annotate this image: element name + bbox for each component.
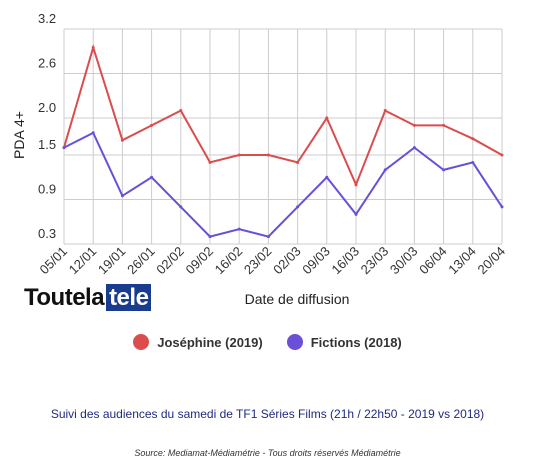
data-point <box>179 109 183 113</box>
legend-swatch-josephine <box>133 334 150 350</box>
data-point <box>296 160 300 164</box>
data-point <box>150 175 154 179</box>
x-tick-label: 20/04 <box>475 244 509 278</box>
legend-label-josephine: Joséphine (2019) <box>157 334 263 350</box>
y-tick-label: 0.9 <box>38 182 56 197</box>
y-tick-label: 2.6 <box>38 55 56 70</box>
x-tick-label: 09/02 <box>183 244 217 278</box>
legend-label-fictions: Fictions (2018) <box>310 334 402 350</box>
data-point <box>266 153 270 157</box>
x-tick-label: 23/02 <box>241 244 275 278</box>
data-point <box>91 131 95 135</box>
series-line-1 <box>63 131 503 238</box>
data-point <box>325 175 329 179</box>
data-point <box>208 235 212 239</box>
data-point <box>500 205 504 209</box>
data-point <box>442 168 446 172</box>
x-tick-label: 16/03 <box>329 244 363 278</box>
data-point <box>179 205 183 209</box>
source-note: Source: Mediamat-Médiamétrie - Tous droi… <box>134 448 401 458</box>
x-tick-label: 02/03 <box>270 244 304 278</box>
data-point <box>120 194 124 198</box>
x-tick-label: 19/01 <box>95 244 129 278</box>
series-lines <box>62 44 504 239</box>
data-point <box>442 123 446 127</box>
data-point <box>266 235 270 239</box>
data-point <box>383 168 387 172</box>
x-tick-label: 05/01 <box>37 244 71 278</box>
legend-item-josephine: Joséphine (2019) <box>133 334 263 350</box>
x-tick-label: 26/01 <box>124 244 158 278</box>
legend-item-fictions: Fictions (2018) <box>286 334 402 350</box>
x-tick-label: 16/02 <box>212 244 246 278</box>
toutelatele-logo: Toutela tele <box>24 284 152 312</box>
x-tick-label: 23/03 <box>358 244 392 278</box>
series-line-0 <box>63 44 503 188</box>
x-tick-label: 06/04 <box>416 244 450 278</box>
x-axis-title: Date de diffusion <box>245 291 350 307</box>
data-point <box>354 212 358 216</box>
data-point <box>471 160 475 164</box>
data-point <box>237 227 241 231</box>
y-tick-labels: 0.3 0.9 1.5 2.0 2.6 3.2 <box>38 11 56 241</box>
y-tick-label: 2.0 <box>38 100 56 115</box>
data-point <box>412 146 416 150</box>
x-tick-label: 09/03 <box>299 244 333 278</box>
data-point <box>354 183 358 187</box>
x-tick-label: 12/01 <box>66 244 100 278</box>
y-tick-label: 3.2 <box>38 11 56 26</box>
data-point <box>471 137 475 141</box>
chart-subtitle: Suivi des audiences du samedi de TF1 Sér… <box>50 407 485 421</box>
y-axis-title: PDA 4+ <box>11 111 27 159</box>
data-point <box>120 138 124 142</box>
data-point <box>412 123 416 127</box>
data-point <box>208 160 212 164</box>
data-point <box>91 46 95 50</box>
x-tick-labels: 05/0112/0119/0126/0102/0209/0216/0223/02… <box>37 244 509 278</box>
data-point <box>237 153 241 157</box>
x-tick-label: 02/02 <box>153 244 187 278</box>
data-point <box>383 109 387 113</box>
x-tick-label: 13/04 <box>445 244 479 278</box>
x-tick-label: 30/03 <box>387 244 421 278</box>
data-point <box>296 205 300 209</box>
line-chart: 0.30.91.52.02.63.2 05/0112/0119/0126/010… <box>11 11 509 307</box>
legend-swatch-fictions <box>286 334 303 350</box>
y-tick-label: 1.5 <box>38 137 56 152</box>
logo-text-part2: tele <box>106 284 152 311</box>
data-point <box>500 153 504 157</box>
logo-text-part1: Toutela <box>24 284 105 311</box>
data-point <box>325 116 329 120</box>
chart-legend: Joséphine (2019) Fictions (2018) <box>0 334 535 350</box>
data-point <box>62 146 66 150</box>
y-tick-label: 0.3 <box>38 226 56 241</box>
data-point <box>150 123 154 127</box>
